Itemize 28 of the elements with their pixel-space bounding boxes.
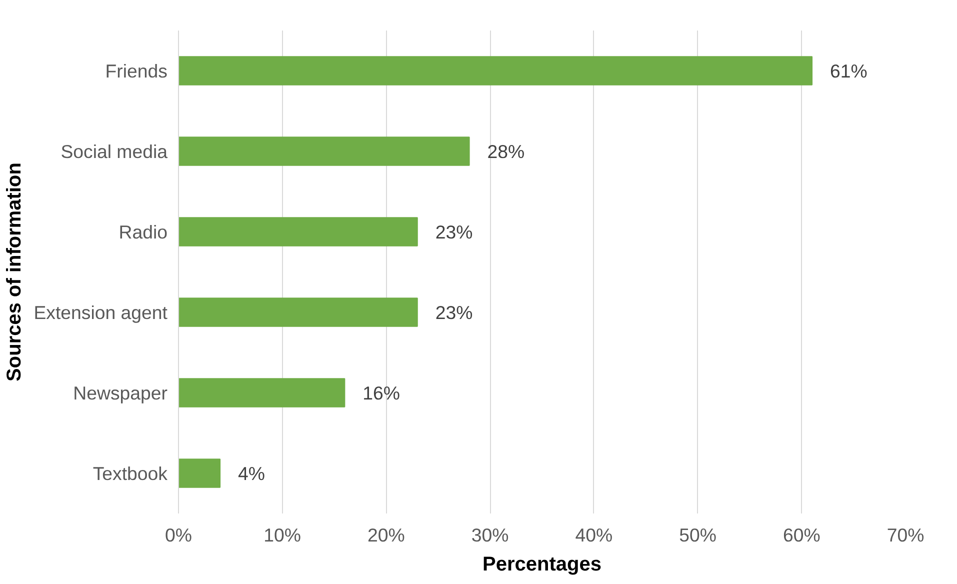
x-tick-label: 10% bbox=[264, 524, 302, 546]
bar bbox=[178, 378, 346, 408]
y-tick-label: Newspaper bbox=[73, 382, 168, 404]
data-label: 23% bbox=[435, 302, 473, 323]
data-label: 4% bbox=[238, 462, 266, 484]
data-label: 16% bbox=[362, 382, 400, 404]
x-tick-label: 60% bbox=[782, 524, 820, 546]
y-tick-label: Extension agent bbox=[34, 302, 168, 323]
data-label: 28% bbox=[487, 140, 525, 162]
x-tick-label: 70% bbox=[886, 524, 924, 546]
x-tick-label: 0% bbox=[165, 524, 192, 546]
y-axis-title: Sources of information bbox=[4, 162, 26, 382]
y-tick-label: Radio bbox=[118, 221, 168, 242]
x-axis-title: Percentages bbox=[482, 554, 602, 576]
bar bbox=[178, 217, 418, 246]
x-tick-label: 50% bbox=[679, 524, 716, 546]
bar bbox=[178, 298, 418, 327]
y-tick-label: Friends bbox=[105, 60, 168, 82]
x-tick-label: 30% bbox=[471, 524, 509, 546]
x-tick-label: 40% bbox=[575, 524, 613, 546]
x-tick-label: 20% bbox=[368, 524, 405, 546]
bar bbox=[178, 56, 813, 86]
data-label: 23% bbox=[435, 221, 473, 242]
data-label: 61% bbox=[830, 60, 868, 82]
bar bbox=[178, 136, 470, 166]
y-tick-label: Social media bbox=[60, 140, 168, 162]
bar bbox=[178, 458, 221, 488]
y-tick-label: Textbook bbox=[92, 462, 168, 484]
